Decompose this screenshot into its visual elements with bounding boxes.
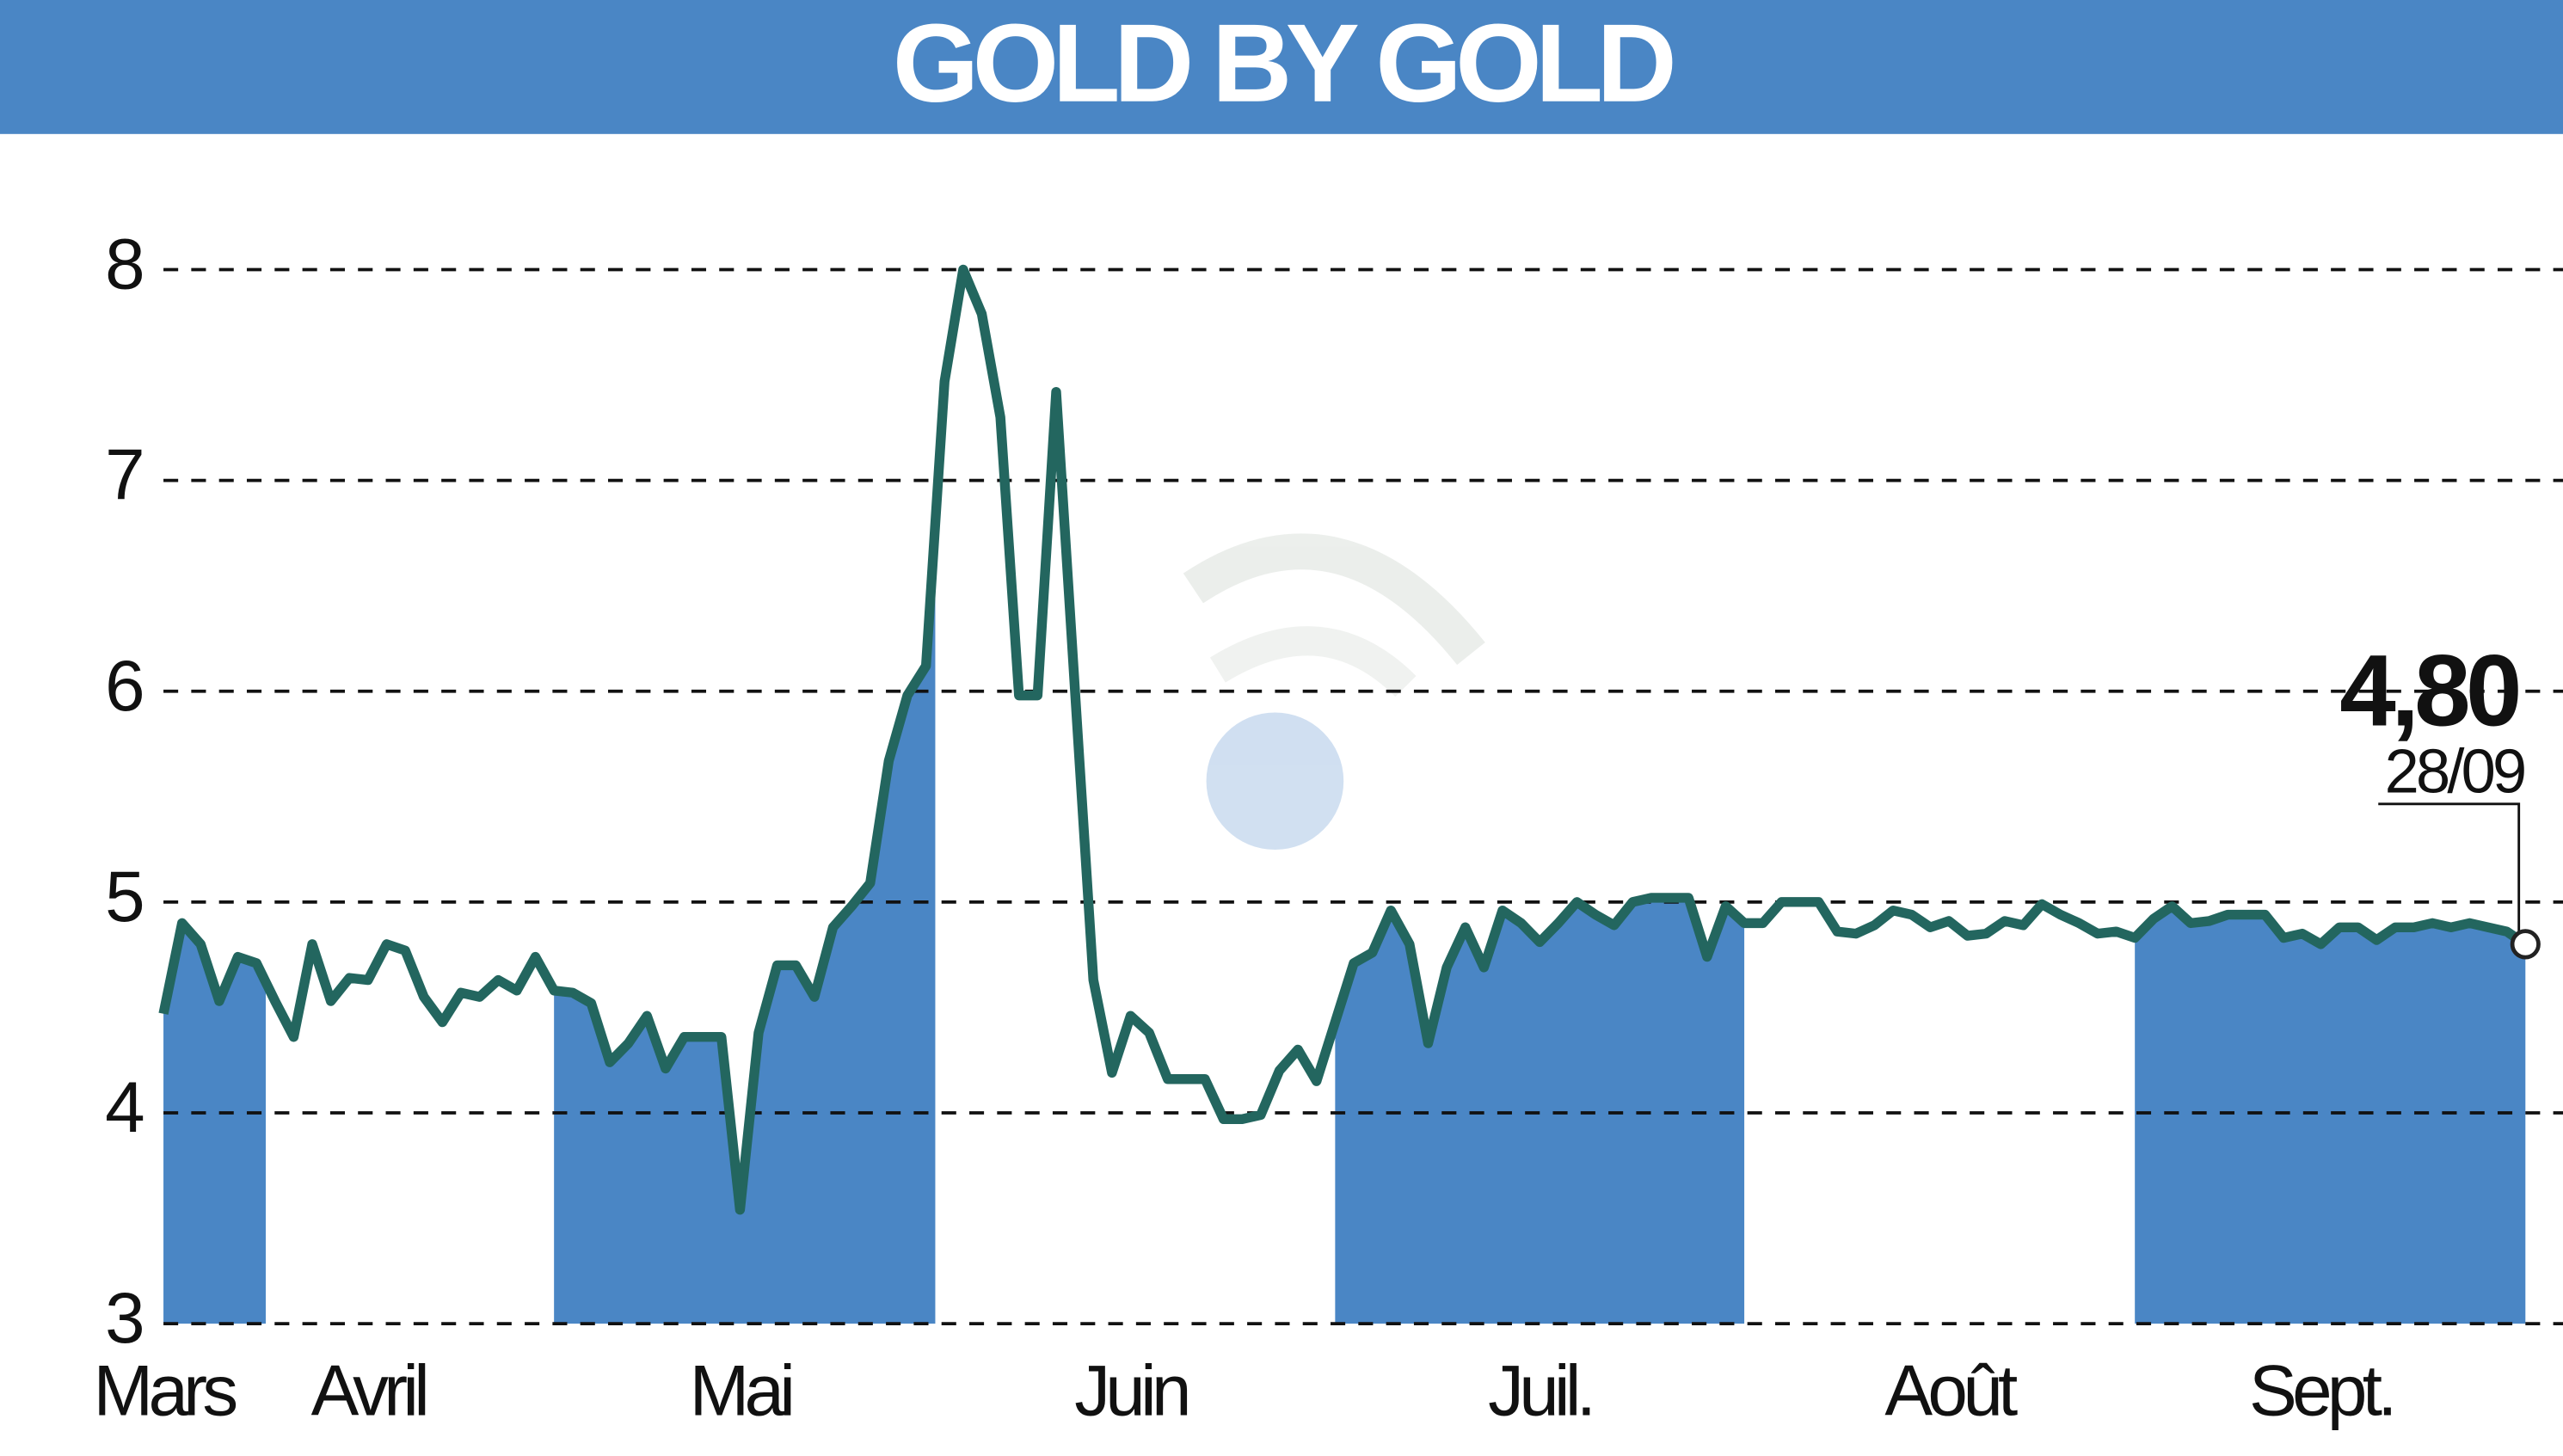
- x-tick-label: Avril: [311, 1350, 426, 1431]
- month-band: [554, 523, 936, 1324]
- leader-line: [2378, 802, 2521, 931]
- x-tick-label: Mars: [94, 1350, 237, 1431]
- last-date-label: 28/09: [2385, 738, 2524, 807]
- x-tick-label: Juin: [1074, 1350, 1188, 1431]
- x-tick-label: Juil.: [1488, 1350, 1591, 1431]
- y-tick-label: 5: [105, 856, 142, 937]
- y-tick-label: 3: [105, 1277, 142, 1358]
- watermark: [1183, 533, 1485, 851]
- chart-title: GOLD BY GOLD: [893, 2, 1673, 126]
- y-tick-label: 8: [105, 224, 142, 304]
- y-tick-label: 7: [105, 434, 142, 515]
- month-band: [2135, 906, 2526, 1324]
- y-tick-label: 4: [105, 1066, 144, 1147]
- x-tick-label: Août: [1884, 1350, 2018, 1431]
- x-tick-label: Sept.: [2249, 1350, 2393, 1431]
- last-point: [2510, 929, 2541, 960]
- title-bar: [0, 0, 2563, 134]
- y-tick-label: 6: [105, 645, 142, 726]
- x-tick-label: Mai: [690, 1350, 791, 1431]
- month-band: [1335, 897, 1745, 1324]
- price-line: [158, 264, 2529, 1215]
- last-value-label: 4,80: [2339, 634, 2518, 747]
- month-band: [163, 923, 266, 1324]
